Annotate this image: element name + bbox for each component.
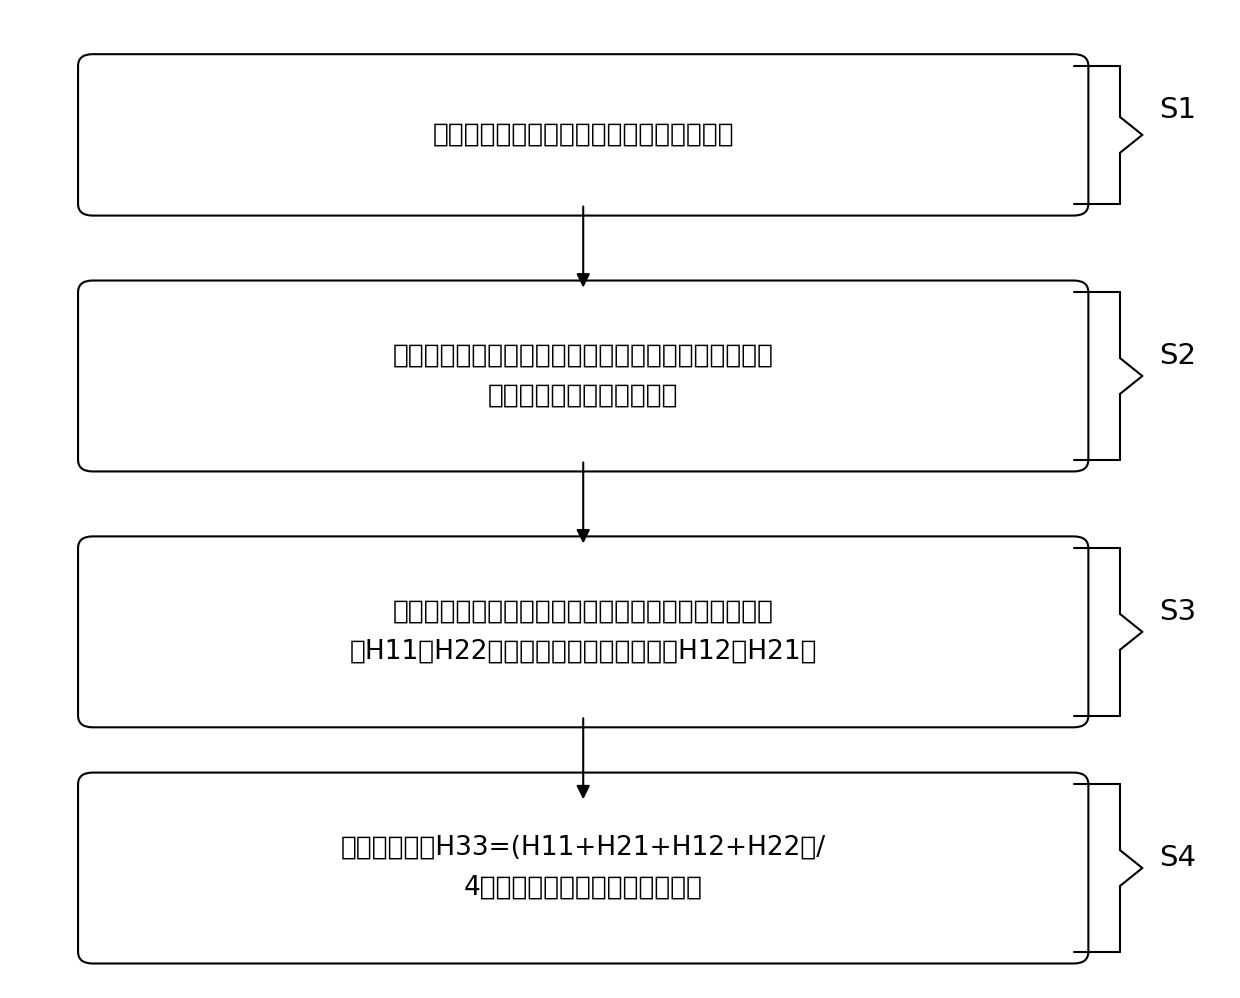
Text: S4: S4 xyxy=(1159,844,1197,872)
FancyBboxPatch shape xyxy=(78,772,1089,963)
Text: S2: S2 xyxy=(1159,342,1197,370)
Text: 分别用力锤敲击车身接附点两侧，通过加速度传感器采
集接附点两侧敲击点的数据: 分别用力锤敲击车身接附点两侧，通过加速度传感器采 集接附点两侧敲击点的数据 xyxy=(393,343,774,409)
FancyBboxPatch shape xyxy=(78,54,1089,216)
Text: 根据采集的数据，分别计算出车身接附点两侧的动刚度
（H11、H22）和相互之间的传递函数（H12、H21）: 根据采集的数据，分别计算出车身接附点两侧的动刚度 （H11、H22）和相互之间的… xyxy=(350,599,817,665)
FancyBboxPatch shape xyxy=(78,280,1089,471)
Text: S1: S1 xyxy=(1159,96,1197,125)
Text: S3: S3 xyxy=(1159,598,1197,626)
FancyBboxPatch shape xyxy=(78,536,1089,728)
Text: 利用计算公式H33=(H11+H21+H12+H22）/
4得到车身接附点中心点的动刚度: 利用计算公式H33=(H11+H21+H12+H22）/ 4得到车身接附点中心点… xyxy=(341,835,826,901)
Text: 在车身接附点的两侧分别粘贴加速度传感器: 在车身接附点的两侧分别粘贴加速度传感器 xyxy=(433,122,734,148)
